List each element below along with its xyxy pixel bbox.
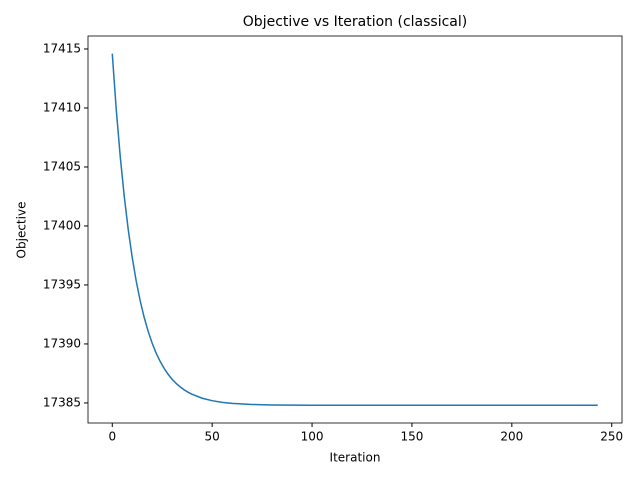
line xyxy=(111,53,598,407)
x-tick-label: 100 xyxy=(301,430,324,444)
y-tick-label: 17385 xyxy=(43,395,81,409)
y-tick-label: 17390 xyxy=(43,336,81,350)
y-axis-label: Objective xyxy=(15,202,29,259)
chart-title: Objective vs Iteration (classical) xyxy=(243,14,467,30)
y-tick-label: 17395 xyxy=(43,277,81,291)
x-tick-label: 150 xyxy=(400,430,423,444)
y-tick-label: 17405 xyxy=(43,159,81,173)
x-tick-label: 250 xyxy=(600,430,623,444)
x-axis-label: Iteration xyxy=(330,451,381,465)
x-tick-label: 50 xyxy=(205,430,220,444)
x-tick-label: 0 xyxy=(108,430,116,444)
x-tick-label: 200 xyxy=(500,430,523,444)
plot-frame xyxy=(87,35,623,424)
y-tick-label: 17400 xyxy=(43,218,81,232)
y-tick-label: 17415 xyxy=(43,41,81,55)
y-tick-label: 17410 xyxy=(43,100,81,114)
